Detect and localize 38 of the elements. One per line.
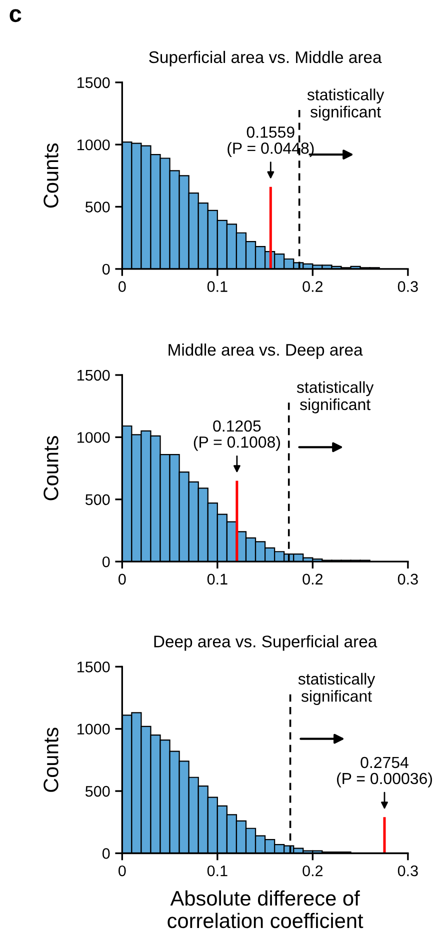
- annotation: 0.1205 (P = 0.1008): [194, 420, 280, 451]
- x-axis-title: Absolute differece of correlation coefficient: [168, 890, 364, 928]
- x-tick-label: 0.1: [207, 574, 228, 585]
- x-tick-label: 0.3: [398, 281, 418, 292]
- x-tick-label: 0.2: [302, 574, 323, 585]
- x-tick-label: 0.3: [398, 574, 418, 585]
- y-axis-title: Counts: [44, 728, 58, 792]
- x-tick-label: 0: [118, 865, 126, 876]
- x-tick-label: 0.2: [302, 865, 323, 876]
- x-tick-label: 0: [118, 281, 126, 292]
- chart-title: Deep area vs. Superficial area: [154, 635, 378, 651]
- y-tick-label: 0: [102, 264, 110, 275]
- y-tick-label: 1500: [78, 370, 110, 381]
- text: c: [10, 9, 22, 22]
- y-tick-label: 1000: [78, 724, 110, 735]
- y-tick-label: 1000: [78, 139, 110, 150]
- y-tick-label: 0: [102, 556, 110, 568]
- x-tick-label: 0.1: [207, 281, 228, 292]
- y-tick-label: 1000: [78, 432, 110, 443]
- x-tick-label: 0.3: [398, 865, 418, 876]
- annotation: 0.1559 (P = 0.0448): [228, 126, 314, 158]
- annotation: 0.2754 (P = 0.00036): [337, 756, 432, 788]
- ref-line-label: statistically significant: [307, 88, 384, 121]
- ref-line-label: statistically significant: [296, 381, 374, 414]
- y-tick-label: 500: [85, 202, 110, 212]
- ref-line-label: statistically significant: [298, 672, 376, 705]
- x-tick-label: 0.1: [207, 865, 228, 876]
- y-tick-label: 500: [85, 786, 110, 797]
- chart-title: Superficial area vs. Middle area: [149, 50, 382, 66]
- y-tick-label: 0: [102, 848, 110, 859]
- x-tick-label: 0.2: [302, 281, 323, 292]
- chart-title: Middle area vs. Deep area: [168, 343, 363, 360]
- y-axis-title: Counts: [44, 436, 58, 500]
- y-tick-label: 1500: [78, 662, 110, 672]
- y-axis-title: Counts: [44, 143, 58, 208]
- x-tick-label: 0: [118, 574, 126, 585]
- y-tick-label: 1500: [78, 77, 110, 88]
- y-tick-label: 500: [85, 494, 110, 506]
